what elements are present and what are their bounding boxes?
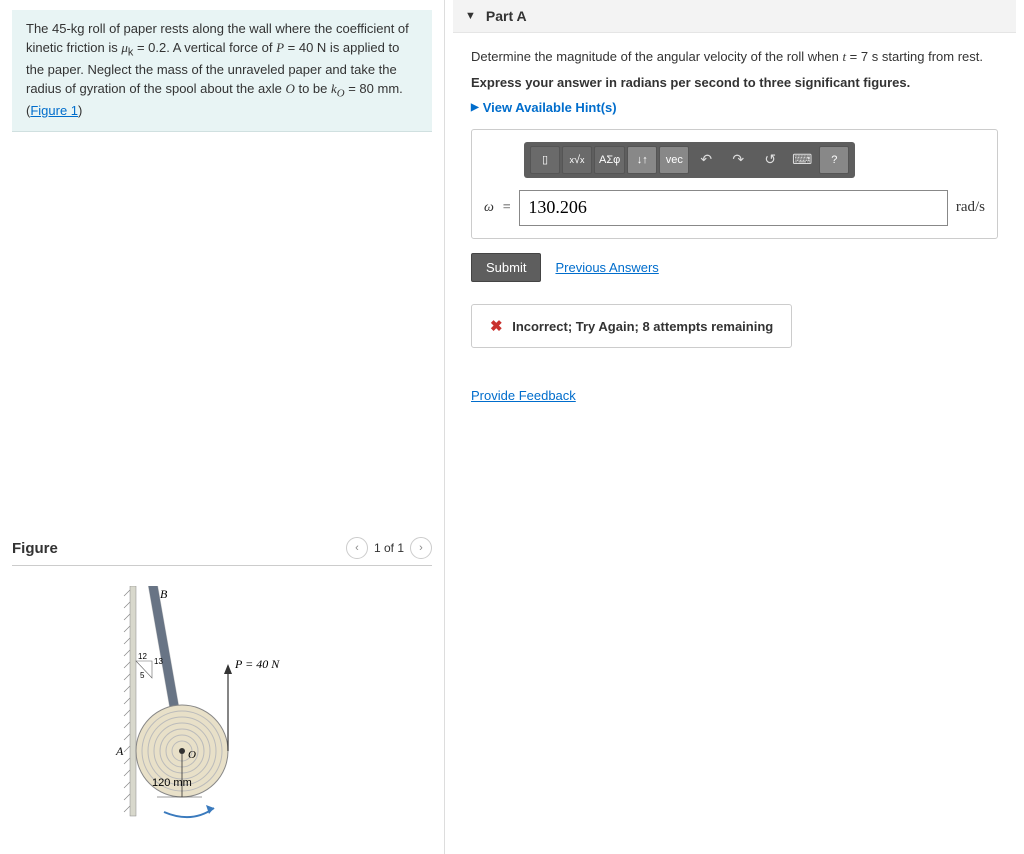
p-value: 40 N bbox=[299, 40, 326, 55]
problem-statement: The 45-kg roll of paper rests along the … bbox=[12, 10, 432, 132]
figure-header: Figure ‹ 1 of 1 › bbox=[12, 537, 432, 566]
label-O: O bbox=[188, 749, 196, 761]
answer-box: ▯ x√x ΑΣφ ↓↑ vec ↶ ↷ ↺ ⌨ ? ω = rad/s bbox=[471, 129, 998, 239]
figure-nav: ‹ 1 of 1 › bbox=[346, 537, 432, 559]
q-prefix: Determine the magnitude of the angular v… bbox=[471, 49, 842, 64]
part-title: Part A bbox=[486, 8, 527, 24]
view-hints-link[interactable]: ▶ View Available Hint(s) bbox=[471, 100, 998, 115]
submit-row: Submit Previous Answers bbox=[471, 253, 998, 282]
vec-button[interactable]: vec bbox=[659, 146, 689, 174]
q-suffix: starting from rest. bbox=[878, 49, 983, 64]
k-value: 80 mm bbox=[359, 81, 399, 96]
hints-label: View Available Hint(s) bbox=[483, 100, 617, 115]
keyboard-button[interactable]: ⌨ bbox=[787, 146, 817, 174]
feedback-text: Incorrect; Try Again; 8 attempts remaini… bbox=[512, 319, 773, 334]
tri-5: 5 bbox=[140, 671, 145, 680]
templates-button[interactable]: ▯ bbox=[530, 146, 560, 174]
previous-answers-link[interactable]: Previous Answers bbox=[555, 260, 658, 275]
k-sub: O bbox=[337, 88, 345, 100]
left-column: The 45-kg roll of paper rests along the … bbox=[0, 0, 445, 854]
figure-link[interactable]: Figure 1 bbox=[30, 103, 78, 118]
hints-caret-icon: ▶ bbox=[471, 102, 479, 113]
part-header[interactable]: ▼ Part A bbox=[453, 0, 1016, 33]
provide-feedback-link[interactable]: Provide Feedback bbox=[471, 388, 576, 403]
equals-sign: = bbox=[502, 200, 511, 216]
mu-value: 0.2 bbox=[148, 40, 166, 55]
submit-button[interactable]: Submit bbox=[471, 253, 541, 282]
t-var: t bbox=[842, 49, 846, 64]
input-row: ω = rad/s bbox=[484, 190, 985, 226]
help-button[interactable]: ? bbox=[819, 146, 849, 174]
omega-var: ω bbox=[484, 200, 494, 216]
p-label: P = 40 N bbox=[234, 657, 280, 671]
collapse-caret-icon: ▼ bbox=[465, 10, 476, 22]
part-body: Determine the magnitude of the angular v… bbox=[453, 33, 1016, 417]
figure-section: Figure ‹ 1 of 1 › bbox=[12, 537, 432, 844]
redo-button[interactable]: ↷ bbox=[723, 146, 753, 174]
prev-figure-button[interactable]: ‹ bbox=[346, 537, 368, 559]
figure-body: B O A 120 mm bbox=[12, 566, 432, 844]
label-A: A bbox=[115, 744, 124, 758]
radius-label: 120 mm bbox=[152, 777, 192, 789]
feedback-box: ✖ Incorrect; Try Again; 8 attempts remai… bbox=[471, 304, 792, 348]
greek-button[interactable]: ΑΣφ bbox=[594, 146, 625, 174]
answer-input[interactable] bbox=[519, 190, 947, 226]
next-figure-button[interactable]: › bbox=[410, 537, 432, 559]
unit-label: rad/s bbox=[956, 199, 985, 216]
axle-label: O bbox=[285, 81, 294, 96]
reset-button[interactable]: ↺ bbox=[755, 146, 785, 174]
question-text: Determine the magnitude of the angular v… bbox=[471, 47, 998, 67]
instruction-text: Express your answer in radians per secon… bbox=[471, 75, 998, 90]
figure-title: Figure bbox=[12, 540, 346, 557]
label-B: B bbox=[160, 587, 168, 601]
equation-toolbar: ▯ x√x ΑΣφ ↓↑ vec ↶ ↷ ↺ ⌨ ? bbox=[524, 142, 855, 178]
arrows-button[interactable]: ↓↑ bbox=[627, 146, 657, 174]
sqrt-button[interactable]: x√x bbox=[562, 146, 592, 174]
tri-13: 13 bbox=[154, 657, 163, 666]
undo-button[interactable]: ↶ bbox=[691, 146, 721, 174]
t-val: 7 s bbox=[861, 49, 878, 64]
right-column: ▼ Part A Determine the magnitude of the … bbox=[445, 0, 1024, 854]
tri-12: 12 bbox=[138, 652, 147, 661]
error-icon: ✖ bbox=[490, 318, 503, 335]
mass-value: 45-kg bbox=[52, 21, 85, 36]
figure-svg: B O A 120 mm bbox=[102, 586, 302, 831]
figure-counter: 1 of 1 bbox=[374, 541, 404, 555]
mu-sub: k bbox=[128, 46, 133, 58]
